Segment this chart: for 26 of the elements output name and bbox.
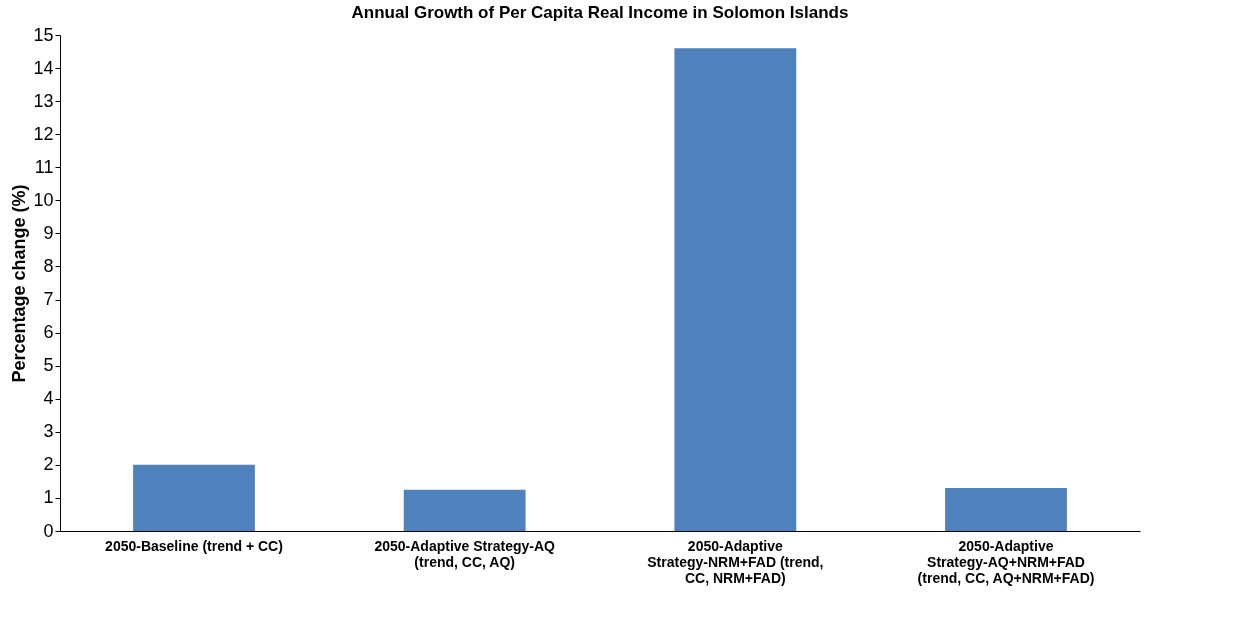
y-tick-label: 1 xyxy=(43,487,54,508)
y-tick-label: 15 xyxy=(33,24,54,45)
y-tick-label: 2 xyxy=(43,454,54,475)
bar xyxy=(945,488,1067,531)
y-tick-label: 14 xyxy=(33,57,54,78)
y-tick-label: 13 xyxy=(33,90,54,111)
y-tick-label: 5 xyxy=(43,355,54,376)
y-tick-label: 3 xyxy=(43,421,54,442)
chart-title: Annual Growth of Per Capita Real Income in Solomon Islands xyxy=(351,3,849,22)
y-tick-label: 6 xyxy=(43,322,54,343)
y-axis-title: Percentage change (%) xyxy=(9,184,30,383)
y-tick-label: 4 xyxy=(43,388,54,409)
y-tick-label: 7 xyxy=(43,289,54,310)
y-tick-label: 10 xyxy=(33,189,54,210)
bar xyxy=(133,464,255,531)
x-tick-label: 2050-Adaptive Strategy-AQ (trend, CC, AQ) xyxy=(374,537,556,570)
bar xyxy=(674,48,797,531)
y-tick-label: 12 xyxy=(33,123,54,144)
y-tick-label: 9 xyxy=(43,222,54,243)
y-tick-label: 8 xyxy=(43,255,54,276)
bar xyxy=(403,489,526,531)
x-tick-label: 2050-Baseline (trend + CC) xyxy=(105,537,283,554)
y-tick-label: 0 xyxy=(43,520,54,541)
x-tick-label: 2050-Adaptive Strategy-AQ+NRM+FAD (trend, CC, AQ+NRM+FAD) xyxy=(917,537,1095,586)
x-tick-label: 2050-Adaptive Strategy-NRM+FAD (trend, CC, NRM+FAD) xyxy=(647,537,824,586)
y-tick-label: 11 xyxy=(34,156,54,177)
